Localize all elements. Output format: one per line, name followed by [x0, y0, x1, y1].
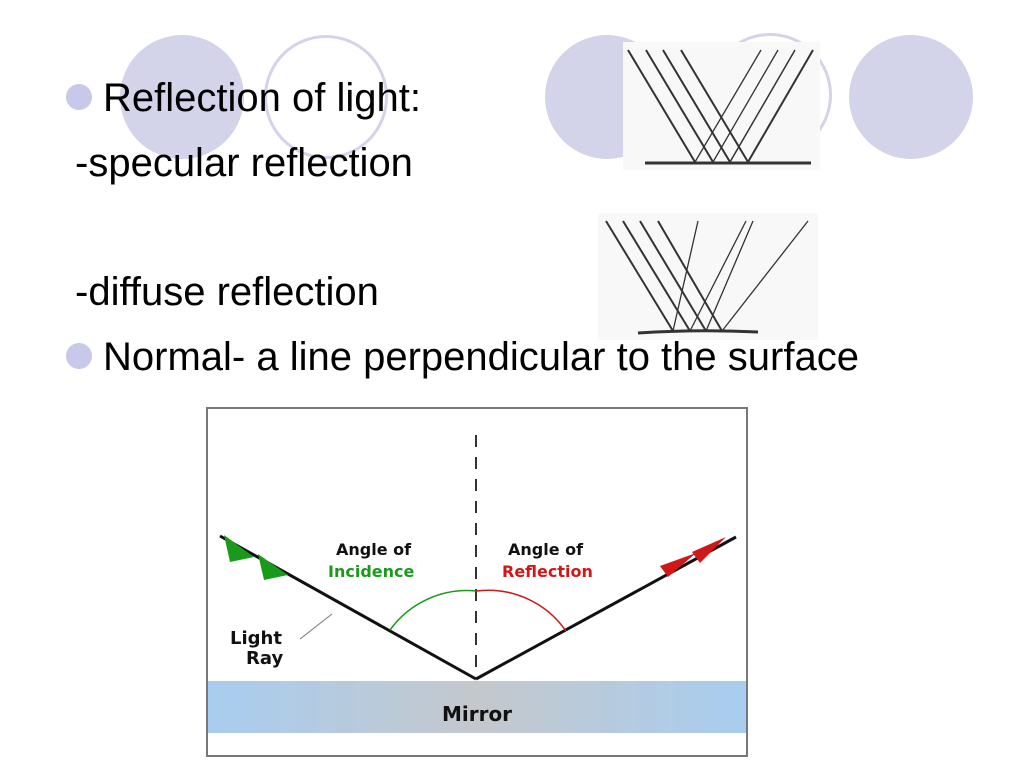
light-ray-label-line2: Ray — [246, 648, 284, 669]
green-arrow-icon — [258, 554, 288, 580]
reflection-arc — [475, 589, 567, 632]
sub-item-diffuse: -diffuse reflection — [75, 270, 379, 314]
red-arrow-icon — [692, 537, 726, 563]
diffuse-reflection-image — [598, 213, 818, 340]
reflection-diagram: Angle of Incidence Angle of Reflection L… — [206, 407, 748, 757]
light-ray-label-line1: Light — [230, 628, 282, 649]
green-arrow-icon — [224, 535, 254, 562]
incidence-arc — [389, 589, 477, 631]
bullet-text: Reflection of light: — [103, 76, 421, 120]
bullet-text: Normal- a line perpendicular to the surf… — [103, 335, 859, 379]
reflected-ray — [475, 535, 737, 681]
sub-item-specular: -specular reflection — [75, 141, 413, 185]
incidence-label-line2: Incidence — [328, 562, 415, 581]
reflection-label-line1: Angle of — [508, 540, 584, 559]
bullet-icon — [66, 84, 92, 110]
bullet-icon — [66, 343, 92, 369]
specular-reflection-image — [623, 42, 820, 170]
mirror-label: Mirror — [441, 702, 513, 726]
incidence-label-line1: Angle of — [336, 540, 412, 559]
decor-circle — [120, 35, 244, 159]
decor-circle — [849, 35, 973, 159]
mirror-surface — [208, 681, 746, 733]
decor-circle — [264, 35, 388, 159]
reflection-label-line2: Reflection — [502, 562, 593, 581]
red-arrow-icon — [660, 553, 696, 577]
